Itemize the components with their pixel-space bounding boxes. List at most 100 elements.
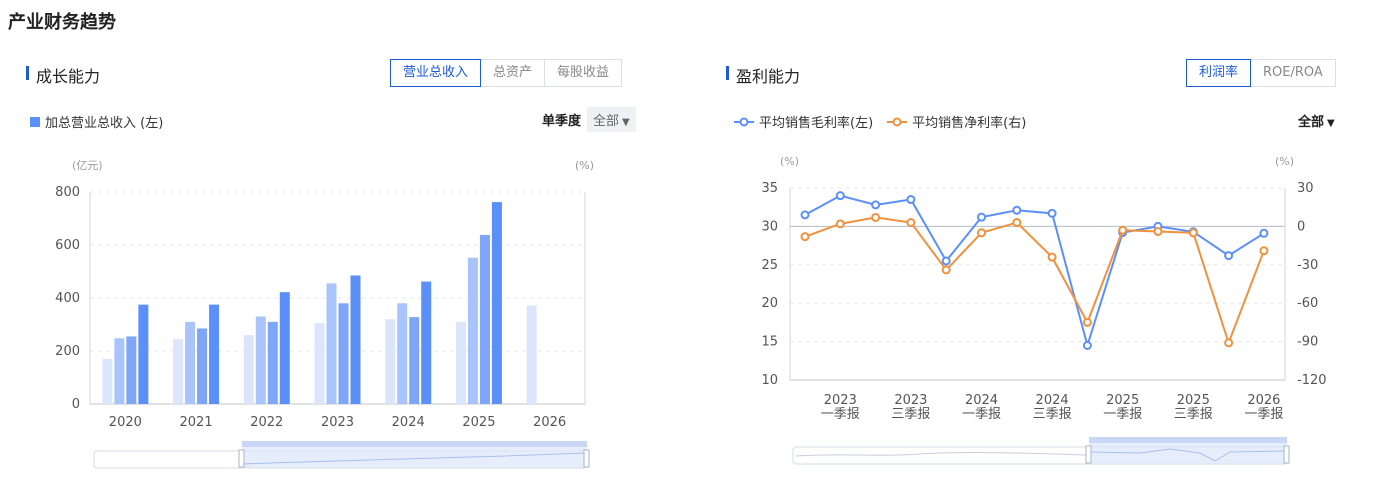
y-tick-label-left: 15: [761, 335, 778, 350]
bar: [126, 336, 137, 404]
tab-roe-roa[interactable]: ROE/ROA: [1251, 59, 1336, 87]
y-tick-label-left: 20: [761, 296, 778, 311]
y-tick-label: 400: [55, 291, 80, 306]
data-point: [1259, 228, 1269, 238]
data-point: [1047, 208, 1057, 218]
x-tick-year: 2025: [1177, 393, 1210, 408]
x-tick-year: 2026: [1247, 393, 1280, 408]
data-point: [835, 191, 845, 201]
tab-revenue[interactable]: 营业总收入: [390, 59, 482, 87]
bar: [409, 317, 420, 404]
bar: [421, 281, 432, 404]
bar: [255, 316, 266, 404]
zoom-slider-right-handle[interactable]: [583, 449, 590, 468]
zoom-slider-left-handle[interactable]: [1085, 445, 1092, 464]
bar: [102, 358, 113, 404]
y-tick-label-right: 30: [1297, 181, 1314, 196]
profit-section-title: 盈利能力: [726, 63, 800, 87]
x-tick-year: 2024: [1036, 393, 1069, 408]
y-tick-label-right: -60: [1297, 296, 1318, 311]
chevron-down-icon: ▼: [1327, 118, 1335, 129]
growth-section-title: 成长能力: [26, 63, 100, 87]
y-tick-label: 0: [72, 397, 80, 412]
y-tick-label-left: 35: [761, 181, 778, 196]
y-axis-unit-left: (%): [780, 155, 799, 168]
x-tick-label: 2024: [392, 415, 425, 430]
x-tick-label: 2021: [180, 415, 213, 430]
x-tick-year: 2025: [1106, 393, 1139, 408]
y-axis-unit-right: (%): [575, 159, 594, 172]
toggle-all-label: 全部: [593, 114, 620, 129]
toggle-all-dropdown[interactable]: 全部 ▼: [587, 107, 636, 132]
x-tick-period: 一季报: [1103, 407, 1142, 422]
y-axis-unit-right: (%): [1275, 155, 1294, 168]
data-point: [1082, 317, 1092, 327]
legend-label: 加总营业总收入 (左): [45, 116, 164, 131]
data-point: [835, 219, 845, 229]
zoom-slider-handle-bar: [1089, 437, 1287, 443]
x-tick-period: 三季报: [1033, 407, 1072, 422]
page-title: 产业财务趋势: [8, 12, 116, 33]
period-toggle: 单季度 全部 ▼: [536, 107, 636, 132]
zoom-slider-preview-left: [795, 451, 1089, 457]
data-point: [1153, 227, 1163, 237]
data-point: [977, 212, 986, 222]
growth-legend: 加总营业总收入 (左): [30, 112, 177, 131]
x-tick-label: 2022: [250, 415, 283, 430]
bar: [279, 292, 290, 404]
bar: [114, 338, 125, 404]
y-tick-label-left: 30: [761, 219, 778, 234]
toggle-single-quarter[interactable]: 单季度: [542, 114, 582, 129]
data-point: [800, 210, 810, 220]
data-point: [977, 228, 986, 238]
zoom-slider-right-handle[interactable]: [1283, 445, 1290, 464]
y-tick-label-left: 10: [761, 373, 778, 388]
bar: [185, 321, 196, 404]
bar: [467, 257, 478, 404]
tab-eps[interactable]: 每股收益: [545, 59, 623, 87]
bar: [209, 304, 220, 404]
range-dropdown[interactable]: 全部 ▼: [1298, 111, 1335, 130]
zoom-slider-preview: [1088, 448, 1288, 462]
y-tick-label: 600: [55, 238, 80, 253]
bar: [338, 303, 349, 404]
x-tick-period: 一季报: [962, 407, 1001, 422]
x-tick-year: 2024: [965, 393, 998, 408]
data-point: [941, 256, 951, 266]
growth-bar-chart: (亿元) (%) 0 200 400 600 800 2020 2021 2022 2023 2024…: [55, 159, 594, 469]
data-point: [800, 232, 810, 242]
y-tick-label-right: -90: [1297, 335, 1318, 350]
bar: [173, 339, 184, 404]
data-point: [871, 212, 881, 222]
legend-item-gross-margin[interactable]: 平均销售毛利率(左): [734, 112, 873, 131]
data-point: [941, 265, 951, 275]
y-tick-label-right: 0: [1297, 219, 1305, 234]
profit-tabs: 利润率 ROE/ROA: [1186, 59, 1336, 87]
legend-label-net: 平均销售净利率(右): [912, 116, 1027, 131]
y-tick-label-right: -120: [1297, 373, 1327, 388]
data-point: [906, 195, 916, 205]
y-tick-label: 800: [55, 185, 80, 200]
bar: [455, 321, 466, 404]
tab-profit-margin[interactable]: 利润率: [1186, 59, 1252, 87]
data-point: [906, 218, 916, 228]
series-line: [804, 216, 1265, 346]
bar: [385, 319, 396, 404]
bar: [397, 303, 408, 404]
y-axis-unit-left: (亿元): [72, 159, 103, 172]
zoom-slider-left-handle[interactable]: [238, 449, 245, 468]
growth-tabs: 营业总收入 总资产 每股收益: [390, 59, 623, 87]
legend-square-icon: [30, 116, 40, 127]
x-tick-year: 2023: [824, 393, 857, 408]
bar: [138, 304, 149, 404]
bar: [314, 323, 325, 404]
bar: [197, 328, 208, 404]
tab-total-assets[interactable]: 总资产: [481, 59, 546, 87]
legend-item-net-margin[interactable]: 平均销售净利率(右): [887, 112, 1026, 131]
y-tick-label-left: 25: [761, 258, 778, 273]
range-dropdown-label: 全部: [1298, 115, 1325, 130]
legend-item-revenue[interactable]: 加总营业总收入 (左): [30, 112, 163, 131]
bar: [526, 305, 537, 404]
bar: [243, 335, 254, 404]
zoom-slider-preview: [241, 452, 588, 465]
